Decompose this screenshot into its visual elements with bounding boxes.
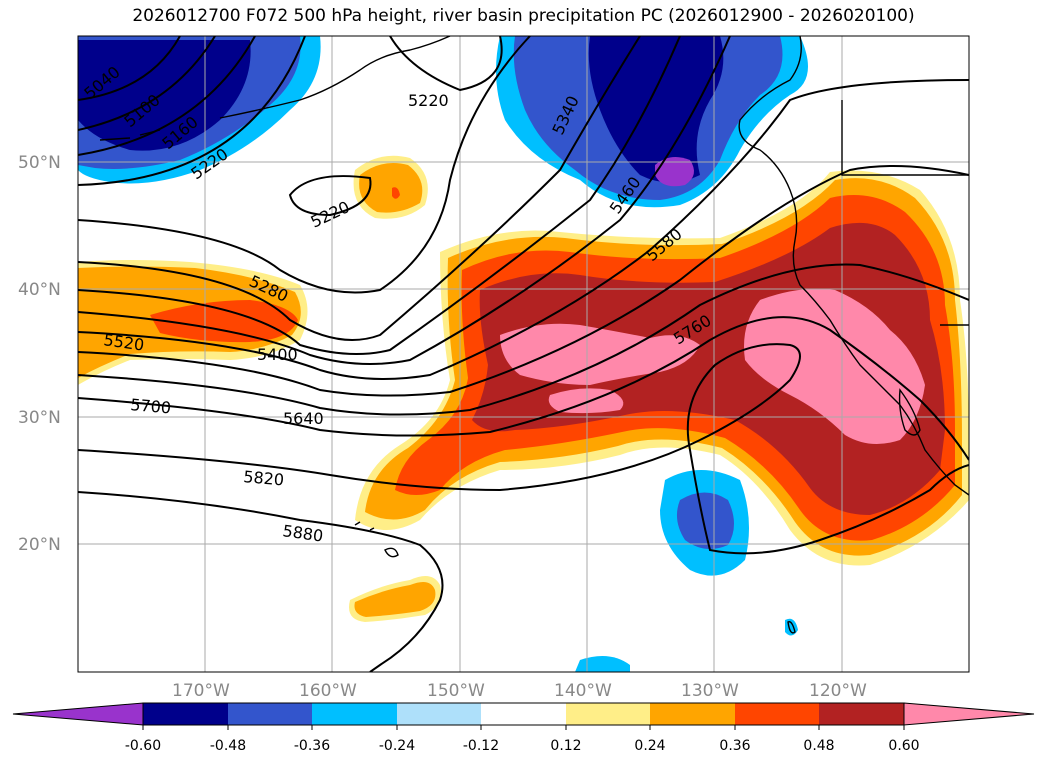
colorbar-segment-8 <box>735 703 819 725</box>
colorbar-tick-3: -0.36 <box>294 738 330 754</box>
contour-label-5820: 5820 <box>243 467 285 489</box>
contour-label-5700: 5700 <box>130 395 172 417</box>
colorbar-tick-8: 0.36 <box>719 738 750 754</box>
contour-label-5220-b: 5220 <box>408 91 449 110</box>
lat-label-50: 50°N <box>18 153 61 173</box>
longitude-labels: 170°W 160°W 150°W 140°W 130°W 120°W <box>172 681 867 701</box>
colorbar-segment-2 <box>228 703 312 725</box>
lon-label-160w: 160°W <box>299 681 357 701</box>
graticule <box>78 36 969 672</box>
colorbar-segment-4 <box>397 703 481 725</box>
map-frame <box>77 35 970 673</box>
colorbar-segment-5 <box>481 703 566 725</box>
lon-label-130w: 130°W <box>681 681 739 701</box>
colorbar-tick-4: -0.24 <box>379 738 415 754</box>
colorbar-tick-9: 0.48 <box>803 738 834 754</box>
lat-label-40: 40°N <box>18 280 61 300</box>
colorbar-segment-3 <box>312 703 397 725</box>
colorbar-tick-10: 0.60 <box>888 738 919 754</box>
contour-label-5400: 5400 <box>257 345 298 364</box>
lat-label-30: 30°N <box>18 408 61 428</box>
colorbar-segment-6 <box>566 703 650 725</box>
colorbar-segment-1 <box>143 703 228 725</box>
colorbar-segment-9 <box>819 703 904 725</box>
colorbar-tick-5: -0.12 <box>463 738 499 754</box>
colorbar-tick-1: -0.60 <box>125 738 161 754</box>
lon-label-150w: 150°W <box>427 681 485 701</box>
coastlines <box>99 36 969 634</box>
colorbar: -0.60 -0.48 -0.36 -0.24 -0.12 0.12 0.24 … <box>12 702 1035 754</box>
lon-label-140w: 140°W <box>554 681 612 701</box>
colorbar-extend-low <box>12 702 144 726</box>
lat-label-20: 20°N <box>18 535 61 555</box>
map-title: 2026012700 F072 500 hPa height, river ba… <box>132 6 915 26</box>
colorbar-tick-7: 0.24 <box>634 738 665 754</box>
height-contours <box>78 36 969 672</box>
contour-label-5640: 5640 <box>283 409 324 428</box>
latitude-labels: 50°N 40°N 30°N 20°N <box>18 153 61 555</box>
lon-label-120w: 120°W <box>809 681 867 701</box>
lon-label-170w: 170°W <box>172 681 230 701</box>
colorbar-tick-2: -0.48 <box>210 738 246 754</box>
colorbar-extend-high <box>903 702 1035 726</box>
colorbar-tick-6: 0.12 <box>550 738 581 754</box>
colorbar-segment-7 <box>650 703 735 725</box>
